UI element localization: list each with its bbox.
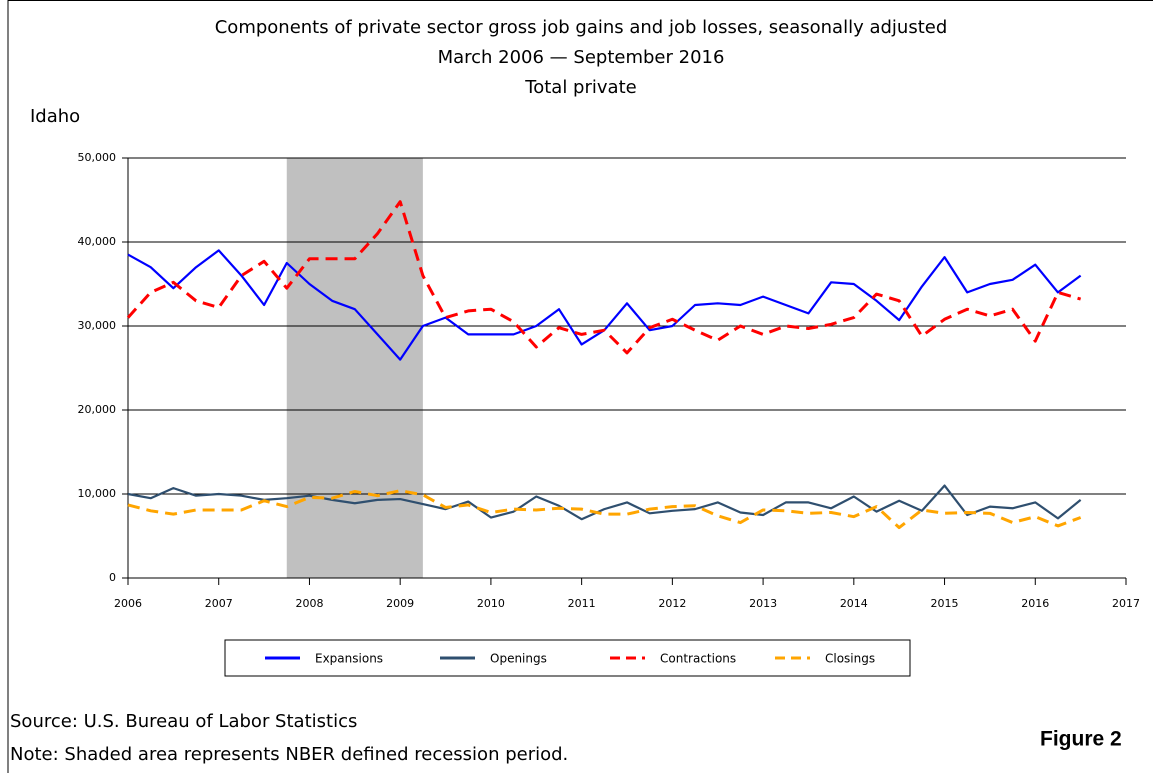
y-tick-label: 0 (109, 571, 116, 584)
x-tick-label: 2015 (931, 597, 959, 610)
source: Source: U.S. Bureau of Labor Statistics (10, 711, 357, 732)
x-tick-label: 2010 (477, 597, 505, 610)
x-tick-label: 2014 (840, 597, 868, 610)
x-tick-label: 2006 (114, 597, 142, 610)
x-tick-label: 2016 (1021, 597, 1049, 610)
x-tick-label: 2017 (1112, 597, 1140, 610)
series-line (127, 489, 1082, 530)
legend-label: Closings (825, 652, 875, 666)
series-line (126, 200, 1082, 355)
y-tick-label: 30,000 (78, 319, 117, 332)
x-tick-label: 2009 (386, 597, 414, 610)
legend-label: Expansions (315, 652, 383, 666)
series-line (127, 484, 1082, 521)
chart-subtitle: Total private (524, 77, 636, 98)
x-tick-label: 2012 (658, 597, 686, 610)
x-tick-label: 2011 (568, 597, 596, 610)
region-label: Idaho (30, 106, 80, 127)
y-tick-label: 50,000 (78, 151, 117, 164)
legend-label: Contractions (660, 652, 736, 666)
x-tick-label: 2013 (749, 597, 777, 610)
chart-subtitle: March 2006 — September 2016 (438, 47, 725, 68)
figure-label: Figure 2 (1040, 728, 1122, 751)
legend-label: Openings (490, 652, 547, 666)
x-tick-label: 2008 (295, 597, 323, 610)
x-tick-label: 2007 (205, 597, 233, 610)
chart-title: Components of private sector gross job g… (215, 17, 948, 38)
y-tick-label: 40,000 (78, 235, 117, 248)
recession-shade (286, 158, 423, 578)
note: Note: Shaded area represents NBER define… (10, 744, 568, 765)
y-tick-label: 10,000 (78, 487, 117, 500)
y-tick-label: 20,000 (78, 403, 117, 416)
series-line (127, 249, 1082, 361)
